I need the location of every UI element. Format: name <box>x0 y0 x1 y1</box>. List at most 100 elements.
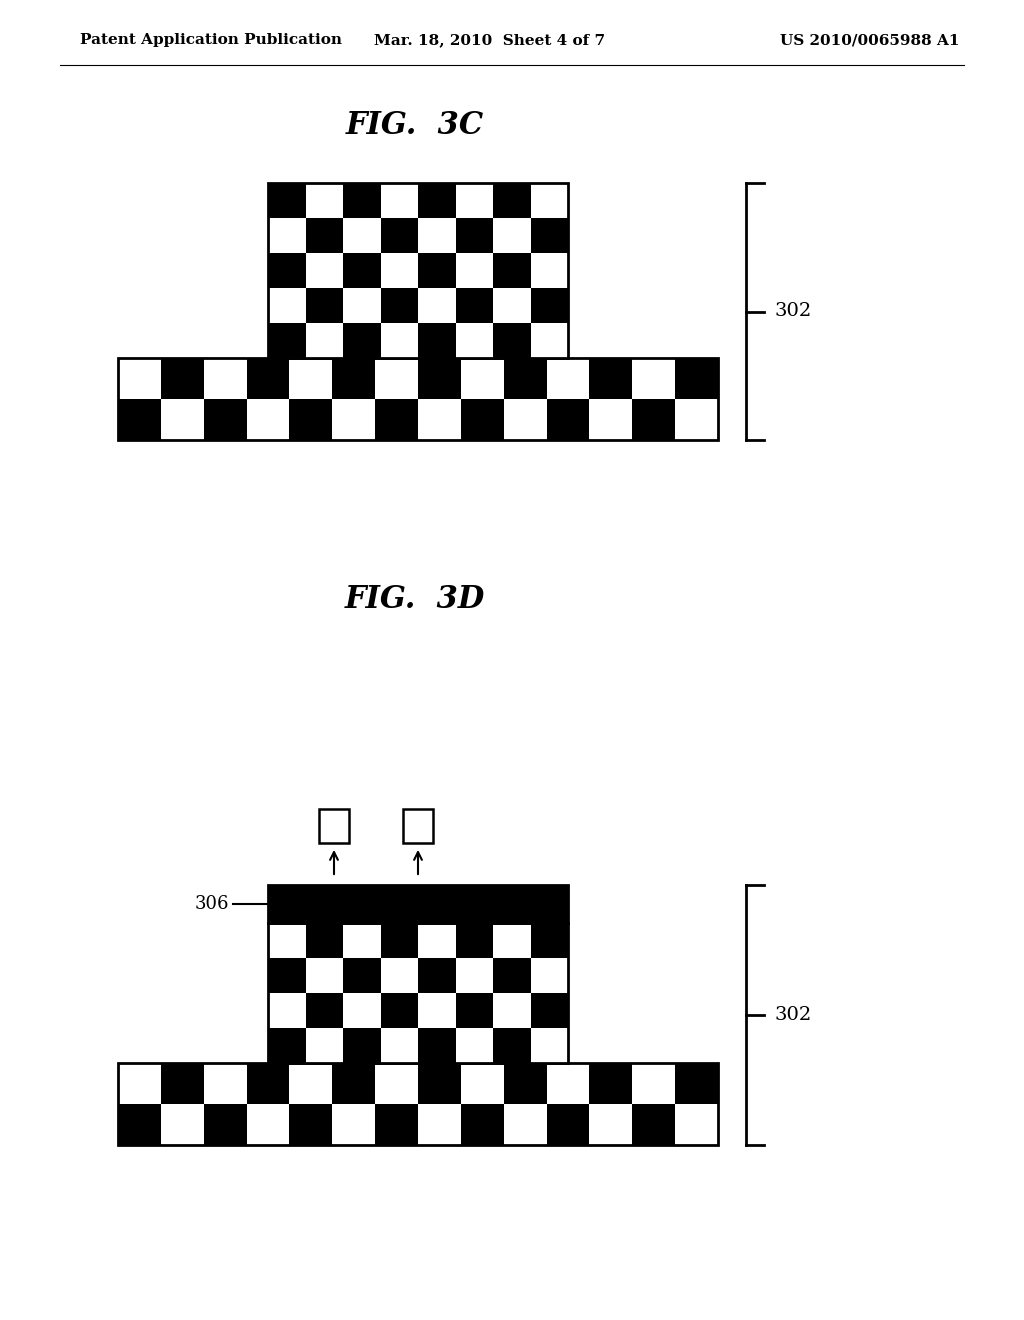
Bar <box>268 253 305 288</box>
Bar <box>456 1028 493 1063</box>
Bar <box>381 923 418 958</box>
Bar <box>375 1104 418 1144</box>
Bar <box>547 399 590 440</box>
Bar <box>118 1063 718 1144</box>
Bar <box>268 183 305 218</box>
Bar <box>161 358 204 399</box>
Bar <box>381 958 418 993</box>
Bar <box>381 1028 418 1063</box>
Bar <box>418 923 456 958</box>
Bar <box>632 1104 675 1144</box>
Bar <box>343 1028 381 1063</box>
Bar <box>530 218 568 253</box>
Bar <box>332 1104 375 1144</box>
Bar <box>675 399 718 440</box>
Bar <box>418 993 456 1028</box>
Bar <box>381 993 418 1028</box>
Text: 306: 306 <box>195 895 229 913</box>
Bar <box>504 358 547 399</box>
Bar <box>268 923 305 958</box>
Bar <box>530 183 568 218</box>
Bar <box>418 958 456 993</box>
Bar <box>632 358 675 399</box>
Bar <box>204 399 247 440</box>
Bar <box>381 253 418 288</box>
Bar <box>268 958 305 993</box>
Bar <box>268 993 305 1028</box>
Text: FIG.  3D: FIG. 3D <box>345 585 485 615</box>
Bar <box>381 323 418 358</box>
Bar <box>268 183 568 358</box>
Bar <box>381 288 418 323</box>
Bar <box>530 993 568 1028</box>
Bar <box>504 1063 547 1104</box>
Bar <box>375 358 418 399</box>
Bar <box>268 323 305 358</box>
Bar <box>343 183 381 218</box>
Bar <box>332 1063 375 1104</box>
Bar <box>305 323 343 358</box>
Bar <box>118 1104 161 1144</box>
Bar <box>461 358 504 399</box>
Bar <box>590 1063 632 1104</box>
Bar <box>493 183 530 218</box>
Bar <box>504 399 547 440</box>
Text: US 2010/0065988 A1: US 2010/0065988 A1 <box>780 33 961 48</box>
Bar <box>530 253 568 288</box>
Text: 302: 302 <box>774 1006 811 1024</box>
Bar <box>381 183 418 218</box>
Bar <box>504 1104 547 1144</box>
Bar <box>461 1063 504 1104</box>
Bar <box>456 993 493 1028</box>
Bar <box>247 358 290 399</box>
Bar <box>493 288 530 323</box>
Bar <box>418 253 456 288</box>
Bar <box>493 958 530 993</box>
Bar <box>290 399 332 440</box>
Bar <box>530 923 568 958</box>
Bar <box>456 218 493 253</box>
Bar <box>418 399 461 440</box>
Bar <box>290 1063 332 1104</box>
Bar <box>118 358 161 399</box>
Bar <box>247 1104 290 1144</box>
Bar <box>118 358 718 440</box>
Bar <box>590 1104 632 1144</box>
Text: Mar. 18, 2010  Sheet 4 of 7: Mar. 18, 2010 Sheet 4 of 7 <box>375 33 605 48</box>
Bar <box>632 399 675 440</box>
Bar <box>343 218 381 253</box>
Bar <box>418 288 456 323</box>
Bar <box>161 1104 204 1144</box>
Bar <box>343 993 381 1028</box>
Bar <box>547 358 590 399</box>
Bar <box>530 1028 568 1063</box>
Bar <box>461 1104 504 1144</box>
Bar <box>161 399 204 440</box>
Bar <box>530 958 568 993</box>
Bar <box>456 288 493 323</box>
Text: Patent Application Publication: Patent Application Publication <box>80 33 342 48</box>
Bar <box>305 253 343 288</box>
Bar <box>305 1028 343 1063</box>
Bar <box>632 1063 675 1104</box>
Bar <box>268 218 305 253</box>
Bar <box>247 399 290 440</box>
Bar <box>418 1063 461 1104</box>
Bar <box>305 218 343 253</box>
Bar <box>305 923 343 958</box>
Bar <box>332 399 375 440</box>
Bar <box>403 809 433 843</box>
Bar <box>456 323 493 358</box>
Bar <box>493 923 530 958</box>
Bar <box>493 218 530 253</box>
Bar <box>493 1028 530 1063</box>
Bar <box>493 323 530 358</box>
Bar <box>343 323 381 358</box>
Bar <box>675 1104 718 1144</box>
Bar <box>547 1063 590 1104</box>
Bar <box>268 884 568 923</box>
Bar <box>590 399 632 440</box>
Bar <box>418 358 461 399</box>
Bar <box>418 323 456 358</box>
Bar <box>343 923 381 958</box>
